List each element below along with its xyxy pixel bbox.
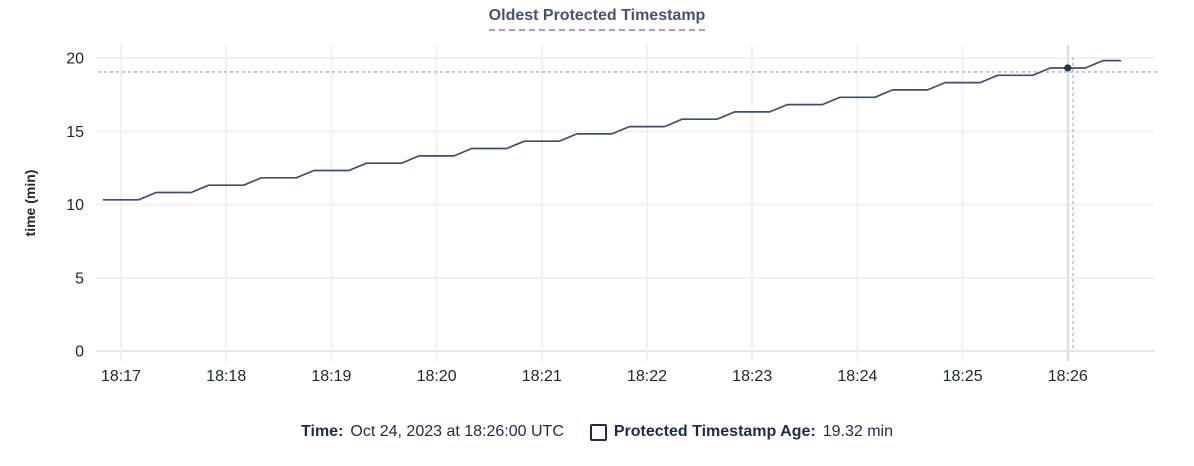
x-tick-label: 18:22 bbox=[627, 368, 667, 385]
time-label: Time: bbox=[301, 423, 344, 440]
y-tick-label: 15 bbox=[66, 124, 84, 141]
highlighted-data-point bbox=[1064, 64, 1072, 72]
x-tick-label: 18:18 bbox=[206, 368, 246, 385]
legend-series-value: 19.32 min bbox=[822, 423, 893, 440]
time-value: Oct 24, 2023 at 18:26:00 UTC bbox=[350, 423, 564, 440]
x-tick-label: 18:23 bbox=[732, 368, 772, 385]
chart-header: Oldest Protected Timestamp bbox=[0, 6, 1194, 31]
x-tick-label: 18:21 bbox=[522, 368, 562, 385]
horizontal-gridlines bbox=[96, 57, 1155, 352]
y-tick-label: 20 bbox=[66, 51, 84, 68]
y-tick-labels: 20 15 10 5 0 bbox=[66, 51, 84, 361]
x-tick-labels: 18:17 18:18 18:19 18:20 18:21 18:22 18:23 18:24… bbox=[101, 368, 1088, 385]
chart-title[interactable]: Oldest Protected Timestamp bbox=[488, 6, 706, 31]
series-line-protected-timestamp-age bbox=[102, 59, 1122, 201]
x-tick-label: 18:19 bbox=[311, 368, 351, 385]
x-tick-label: 18:17 bbox=[101, 368, 141, 385]
vertical-gridlines bbox=[120, 45, 1070, 361]
legend-checkbox-icon[interactable] bbox=[589, 423, 607, 441]
chart-legend: Time: Oct 24, 2023 at 18:26:00 UTC Prote… bbox=[0, 417, 1194, 447]
y-tick-label: 10 bbox=[66, 197, 84, 214]
y-tick-label: 5 bbox=[75, 270, 84, 287]
crosshair bbox=[98, 57, 1157, 351]
x-tick-label: 18:26 bbox=[1048, 368, 1088, 385]
x-tick-label: 18:24 bbox=[837, 368, 877, 385]
x-tick-label: 18:20 bbox=[417, 368, 457, 385]
legend-item-protected-timestamp-age[interactable]: Protected Timestamp Age: 19.32 min bbox=[589, 423, 893, 441]
hover-time-readout: Time: Oct 24, 2023 at 18:26:00 UTC bbox=[301, 423, 564, 441]
legend-series-label: Protected Timestamp Age: bbox=[613, 423, 816, 440]
x-tick-label: 18:25 bbox=[943, 368, 983, 385]
y-tick-label: 0 bbox=[75, 344, 84, 361]
